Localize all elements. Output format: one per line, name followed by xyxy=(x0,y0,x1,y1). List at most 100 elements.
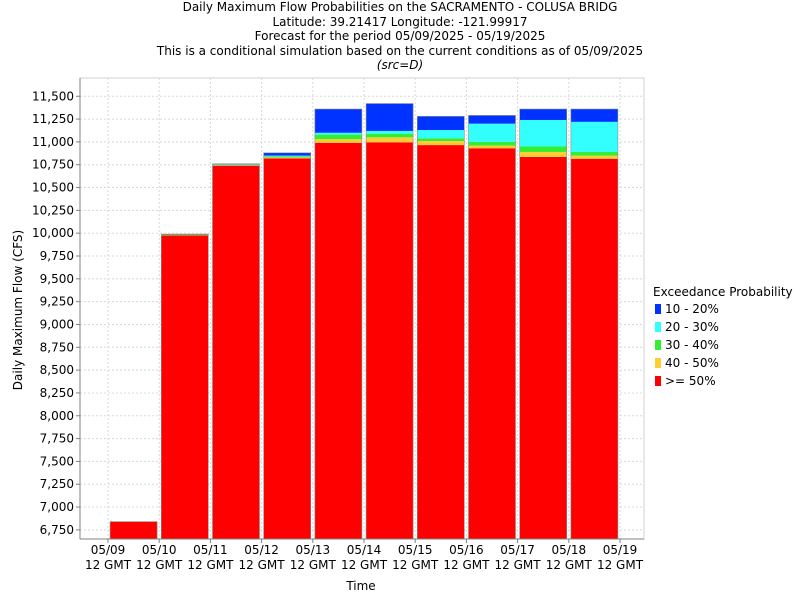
x-tick-label: 12 GMT xyxy=(597,558,644,572)
stacked-bar xyxy=(570,108,619,540)
legend-label: 20 - 30% xyxy=(665,320,719,334)
bar-segment-40-50 xyxy=(570,155,618,159)
bar-segment-40-50 xyxy=(263,157,311,159)
bar-segment-30-40 xyxy=(314,134,362,140)
bar-segment-50-plus xyxy=(570,158,618,539)
stacked-bar xyxy=(263,152,312,540)
legend-title: Exceedance Probability xyxy=(653,285,793,299)
x-tick-label: 12 GMT xyxy=(392,558,439,572)
y-tick-label: 11,500 xyxy=(32,89,74,103)
bar-segment-20-30 xyxy=(314,132,362,135)
bar-segment-50-plus xyxy=(314,142,362,540)
x-tick-label: 12 GMT xyxy=(187,558,234,572)
bar-segment-20-30 xyxy=(417,130,465,139)
x-tick-label: 12 GMT xyxy=(546,558,593,572)
y-tick-label: 8,750 xyxy=(40,340,74,354)
bar-segment-30-40 xyxy=(161,234,209,236)
x-tick-label: 05/13 xyxy=(296,543,331,557)
y-tick-label: 8,250 xyxy=(40,386,74,400)
legend-swatch xyxy=(655,322,661,332)
legend-swatch xyxy=(655,304,661,314)
y-tick-label: 7,250 xyxy=(40,477,74,491)
y-tick-label: 9,750 xyxy=(40,249,74,263)
legend-item-40-50: 40 - 50% xyxy=(653,354,793,372)
legend-label: 40 - 50% xyxy=(665,356,719,370)
legend-label: >= 50% xyxy=(665,374,716,388)
legend-label: 10 - 20% xyxy=(665,302,719,316)
y-tick-label: 6,750 xyxy=(40,523,74,537)
stacked-bar xyxy=(212,163,260,540)
bar-segment-40-50 xyxy=(417,140,465,146)
bar-segment-50-plus xyxy=(468,148,516,540)
bar-segment-50-plus xyxy=(519,156,567,539)
x-tick-label: 12 GMT xyxy=(495,558,542,572)
y-tick-label: 7,000 xyxy=(40,500,74,514)
stacked-bar xyxy=(365,103,414,540)
bar-segment-10-20 xyxy=(314,109,362,133)
x-tick-label: 12 GMT xyxy=(443,558,490,572)
legend-label: 30 - 40% xyxy=(665,338,719,352)
x-tick-label: 05/19 xyxy=(603,543,638,557)
stacked-bar xyxy=(314,108,363,540)
bar-segment-40-50 xyxy=(161,235,209,236)
bar-segment-30-40 xyxy=(212,164,260,166)
x-tick-label: 05/09 xyxy=(91,543,126,557)
y-tick-label: 9,000 xyxy=(40,317,74,331)
x-tick-label: 12 GMT xyxy=(239,558,286,572)
y-tick-label: 9,250 xyxy=(40,295,74,309)
x-tick-label: 12 GMT xyxy=(85,558,132,572)
bar-segment-50-plus xyxy=(417,145,465,539)
bar-segment-40-50 xyxy=(366,137,414,143)
bar-segment-10-20 xyxy=(417,116,465,131)
y-tick-label: 10,750 xyxy=(32,158,74,172)
x-tick-label: 12 GMT xyxy=(136,558,183,572)
bar-segment-20-30 xyxy=(263,155,311,157)
y-tick-label: 10,000 xyxy=(32,226,74,240)
bar-segment-10-20 xyxy=(263,152,311,156)
bar-segment-40-50 xyxy=(468,145,516,149)
legend-swatch xyxy=(655,358,661,368)
x-tick-label: 05/12 xyxy=(244,543,279,557)
x-tick-label: 05/10 xyxy=(142,543,177,557)
bar-segment-30-40 xyxy=(417,138,465,141)
y-tick-label: 10,250 xyxy=(32,203,74,217)
y-tick-label: 11,000 xyxy=(32,135,74,149)
y-tick-label: 7,750 xyxy=(40,432,74,446)
chart-titles: Daily Maximum Flow Probabilities on the … xyxy=(0,0,800,73)
bar-segment-20-30 xyxy=(570,121,618,152)
bar-segment-30-40 xyxy=(519,146,567,152)
bar-segment-50-plus xyxy=(366,142,414,539)
y-tick-label: 9,500 xyxy=(40,272,74,286)
legend-item-50-plus: >= 50% xyxy=(653,372,793,390)
chart-title-line-1: Daily Maximum Flow Probabilities on the … xyxy=(182,0,618,14)
legend-swatch xyxy=(655,340,661,350)
bar-segment-20-30 xyxy=(519,119,567,147)
bar-segment-40-50 xyxy=(519,151,567,157)
y-tick-label: 8,000 xyxy=(40,409,74,423)
chart-title-line-2: Latitude: 39.21417 Longitude: -121.99917 xyxy=(272,14,528,29)
chart-subtitle: (src=D) xyxy=(376,58,424,72)
bar-segment-50-plus xyxy=(110,521,158,539)
y-tick-label: 11,250 xyxy=(32,112,74,126)
legend: Exceedance Probability 10 - 20% 20 - 30%… xyxy=(653,284,793,390)
x-tick-label: 05/15 xyxy=(398,543,433,557)
bar-segment-20-30 xyxy=(212,164,260,165)
bar-segment-50-plus xyxy=(212,165,260,539)
y-tick-label: 7,500 xyxy=(40,454,74,468)
stacked-bar xyxy=(416,116,465,540)
bar-segment-10-20 xyxy=(366,103,414,131)
bar-segment-30-40 xyxy=(366,133,414,138)
x-axis-label: Time xyxy=(345,579,375,593)
x-tick-label: 05/18 xyxy=(552,543,587,557)
x-tick-label: 05/17 xyxy=(500,543,535,557)
bar-segment-30-40 xyxy=(468,141,516,146)
x-tick-label: 12 GMT xyxy=(290,558,337,572)
bar-segment-50-plus xyxy=(161,235,209,540)
bar-segment-30-40 xyxy=(570,151,618,156)
chart-title-line-4: This is a conditional simulation based o… xyxy=(156,43,644,58)
bar-segment-20-30 xyxy=(468,123,516,142)
bar-segment-40-50 xyxy=(314,139,362,143)
bar-segment-10-20 xyxy=(468,115,516,124)
stacked-bar xyxy=(109,521,158,540)
